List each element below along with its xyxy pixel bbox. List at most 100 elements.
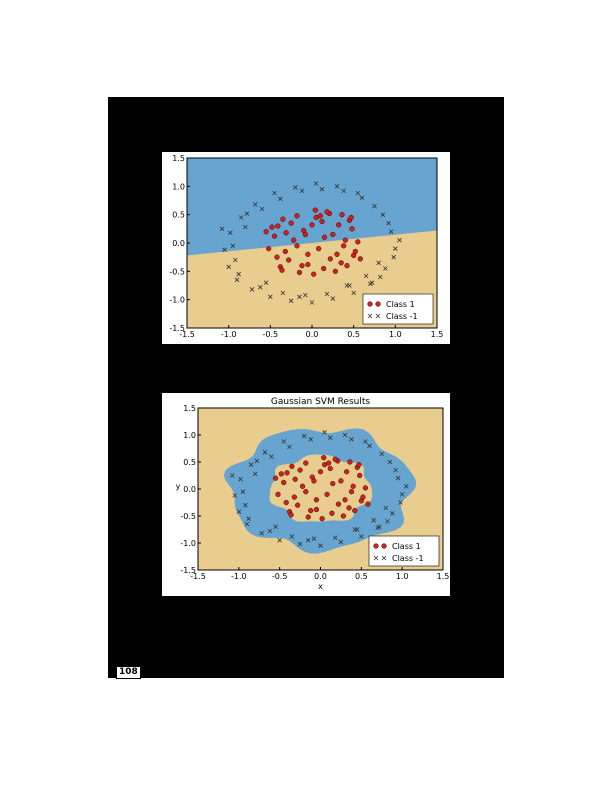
point-class-neg1 (272, 190, 277, 196)
point-class-neg1 (267, 528, 273, 534)
point-class-1 (362, 485, 369, 491)
point-class-1 (356, 462, 362, 468)
linear-svm-chart: -1.5 -1.0 -0.5 0.0 0.5 1.0 1.5 1.5 1.0 0.5 0.0 -0.5… (169, 154, 443, 339)
point-class-1 (305, 251, 311, 257)
point-class-neg1 (277, 538, 282, 543)
point-class-neg1 (243, 224, 248, 230)
point-class-1 (274, 254, 280, 260)
point-class-neg1 (303, 292, 308, 298)
point-class-neg1 (388, 229, 394, 234)
x-tick-label: -0.5 (263, 330, 279, 339)
point-class-1 (321, 455, 327, 461)
point-class-neg1 (393, 467, 398, 473)
point-class-neg1 (308, 437, 313, 442)
y-tick-label: 1.0 (172, 182, 185, 191)
point-class-neg1 (268, 294, 273, 300)
point-class-neg1 (338, 539, 344, 545)
point-class-neg1 (363, 273, 369, 279)
point-class-neg1 (359, 534, 364, 539)
point-class-1 (281, 479, 287, 486)
point-class-neg1 (385, 519, 390, 524)
point-class-1 (286, 257, 292, 263)
point-class-1 (313, 506, 320, 513)
point-class-1 (266, 246, 272, 252)
point-class-neg1 (398, 500, 403, 505)
point-class-neg1 (334, 184, 340, 189)
point-class-1 (279, 267, 285, 273)
point-class-neg1 (363, 439, 368, 444)
point-class-1 (352, 248, 358, 255)
point-class-neg1 (278, 196, 283, 202)
point-class-neg1 (269, 454, 274, 459)
point-class-neg1 (347, 283, 352, 288)
legend-label: Class 1 (386, 300, 415, 309)
x-tick-label: 0.5 (347, 330, 360, 339)
point-class-1 (319, 516, 325, 522)
point-class-1 (312, 207, 318, 213)
y-tick-label: 0.5 (183, 458, 196, 467)
point-class-neg1 (391, 254, 396, 260)
legend: Class 1 Class -1 (362, 293, 434, 325)
point-class-1 (342, 497, 348, 503)
point-class-1 (288, 220, 294, 226)
point-class-1 (357, 256, 363, 262)
y-tick-label: 1.0 (183, 431, 196, 440)
legend-marker-class-1 (373, 543, 379, 549)
legend-marker-class-neg1 (381, 555, 387, 561)
point-class-neg1 (230, 243, 236, 249)
point-class-1 (313, 497, 320, 503)
linear-svm-figure: -1.5 -1.0 -0.5 0.0 0.5 1.0 1.5 1.5 1.0 0.5 0.0 -0.5… (162, 152, 450, 344)
point-class-neg1 (313, 181, 319, 186)
legend-marker-class-neg1 (375, 313, 381, 319)
point-class-1 (321, 265, 327, 272)
point-class-1 (324, 491, 330, 498)
region-class-neg1 (187, 158, 437, 256)
point-class-neg1 (273, 524, 278, 530)
y-tick-label: -0.5 (169, 267, 185, 276)
y-axis-label: y (176, 482, 181, 491)
gaussian-svm-figure: -1.5 -1.0 -0.5 0.0 0.5 1.0 1.5 1.5 1.0 0.5 0.0 -0.5… (162, 393, 450, 596)
point-class-neg1 (299, 188, 305, 194)
point-class-1 (297, 467, 303, 473)
point-class-neg1 (280, 290, 286, 296)
y-tick-label: 0.0 (172, 239, 185, 248)
point-class-neg1 (243, 502, 248, 508)
point-class-1 (299, 263, 305, 269)
page-number: 108 (116, 666, 141, 679)
point-class-1 (336, 222, 342, 228)
x-tick-label: 0.0 (306, 330, 319, 339)
plot-area (187, 158, 437, 328)
point-class-neg1 (258, 284, 263, 290)
x-tick-label: 1.5 (437, 572, 450, 581)
point-class-1 (329, 510, 335, 516)
point-class-neg1 (263, 280, 269, 285)
point-class-1 (349, 226, 355, 232)
x-tick-label: 1.0 (389, 330, 402, 339)
y-tick-label: 1.5 (172, 154, 185, 163)
gaussian-svm-chart: -1.5 -1.0 -0.5 0.0 0.5 1.0 1.5 1.5 1.0 0.5 0.0 -0.5… (176, 397, 450, 591)
x-tick-label: 0.5 (355, 572, 368, 581)
point-class-neg1 (359, 195, 365, 200)
point-class-1 (282, 248, 288, 255)
series-class-neg1 (219, 181, 402, 305)
point-class-1 (341, 243, 347, 249)
series-class-1 (272, 455, 371, 522)
y-tick-label: -0.5 (180, 512, 196, 521)
point-class-neg1 (244, 521, 250, 527)
y-tick-label: 0.0 (183, 485, 196, 494)
point-class-1 (357, 472, 363, 479)
region-class-neg1 (223, 428, 417, 554)
point-class-1 (303, 460, 309, 466)
point-class-neg1 (240, 489, 246, 494)
point-class-neg1 (236, 509, 242, 514)
point-class-1 (292, 476, 298, 482)
point-class-1 (291, 494, 297, 500)
legend-box (362, 293, 434, 325)
legend-label: Class -1 (386, 312, 418, 321)
series-class-1 (263, 207, 363, 277)
x-tick-label: -1.0 (221, 330, 237, 339)
y-tick-label: -1.0 (180, 539, 196, 548)
point-class-neg1 (305, 538, 311, 543)
point-class-neg1 (297, 294, 302, 300)
point-class-neg1 (375, 525, 380, 531)
